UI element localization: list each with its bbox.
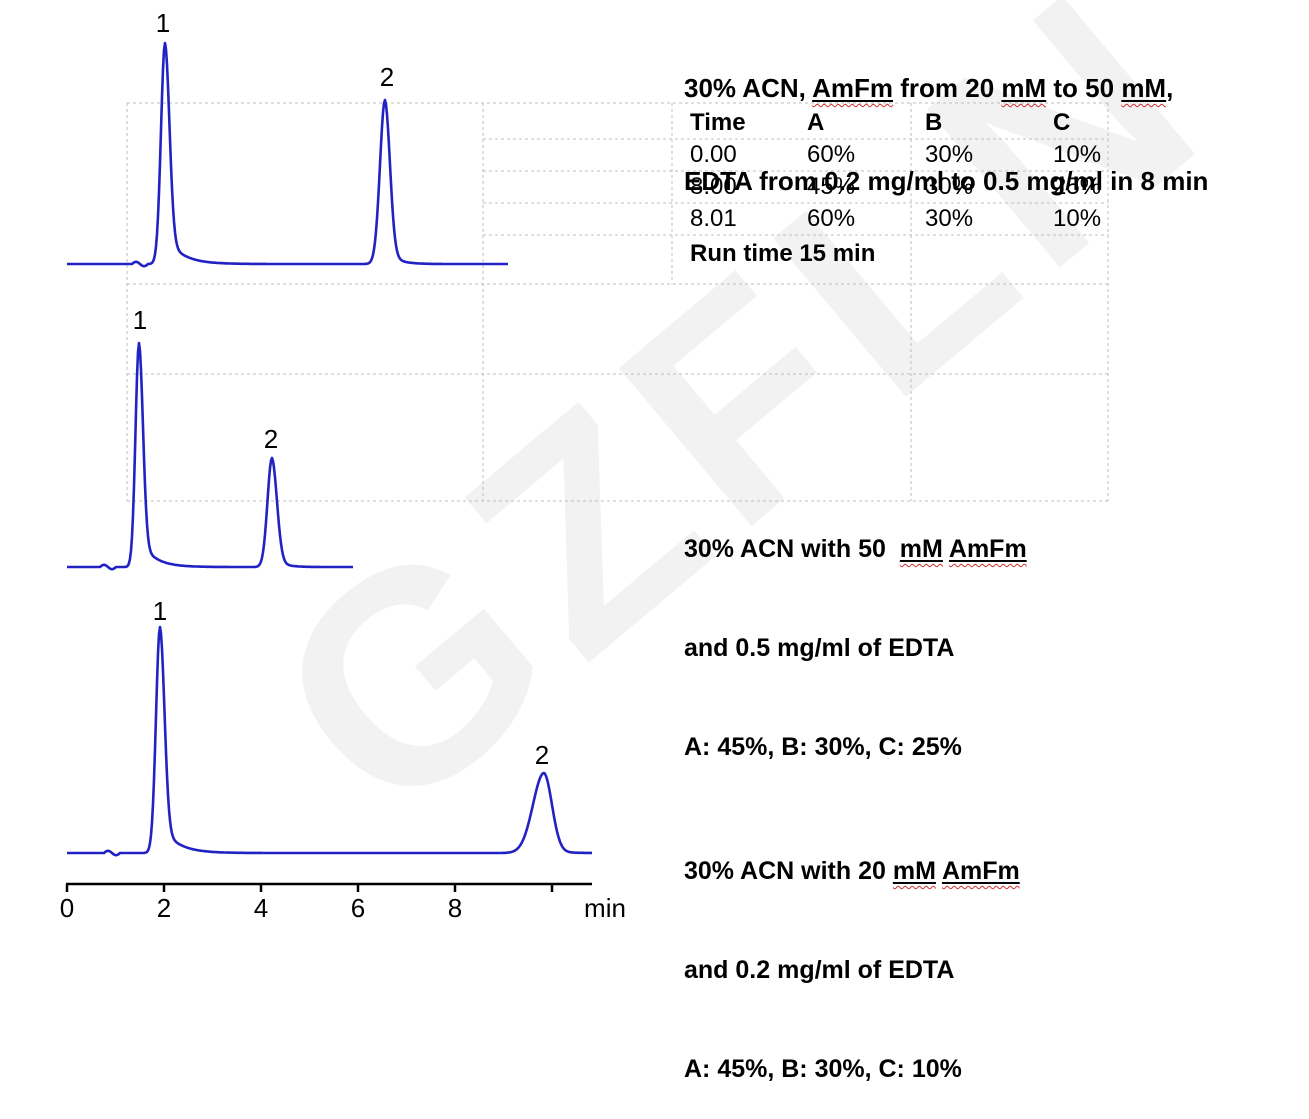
- table-cell: 25%: [1053, 173, 1102, 200]
- table-cell: 45%: [807, 173, 856, 200]
- condition-2-line2: and 0.5 mg/ml of EDTA: [684, 634, 955, 662]
- condition-2-line3: A: 45%, B: 30%, C: 25%: [684, 733, 962, 761]
- table-header-cell: A: [807, 109, 825, 136]
- table-cell: 8.01: [690, 205, 737, 232]
- gradient-table-row: 0.00 60% 30% 10%: [690, 139, 1153, 171]
- misspelled-underlined-word: mM: [899, 535, 943, 563]
- condition-3-line2: and 0.2 mg/ml of EDTA: [684, 956, 955, 984]
- x-axis-tick-label: 2: [156, 893, 172, 923]
- peak-label-1: 1: [152, 596, 168, 626]
- method-title-line2: EDTA from 0.2 mg/ml to 0.5 mg/ml in 8 mi…: [684, 166, 1209, 196]
- table-header-cell: B: [925, 109, 943, 136]
- x-axis-tick-label: 6: [350, 893, 366, 923]
- isocratic-20mM-chromatogram: [66, 625, 593, 857]
- table-cell: 0.00: [690, 141, 737, 168]
- condition-2-text: 30% ACN with 50 mM AmFm and 0.5 mg/ml of…: [684, 467, 1027, 797]
- misspelled-underlined-word: AmFm: [948, 535, 1027, 563]
- x-axis-tick-label: 0: [59, 893, 75, 923]
- condition-3-text: 30% ACN with 20 mM AmFm and 0.2 mg/ml of…: [684, 789, 1020, 1119]
- table-cell: 10%: [1053, 141, 1102, 168]
- table-cell: 60%: [807, 141, 856, 168]
- peak-label-1: 1: [132, 305, 148, 335]
- misspelled-underlined-word: mM: [1001, 73, 1047, 103]
- x-axis-tick-label: 4: [253, 893, 269, 923]
- misspelled-underlined-word: AmFm: [812, 73, 894, 103]
- method-title: 30% ACN, AmFm from 20 mM to 50 mM, EDTA …: [684, 11, 1208, 228]
- condition-2-line1: 30% ACN with 50 mM AmFm: [684, 535, 1027, 563]
- x-axis-unit-label: min: [584, 893, 626, 923]
- table-cell: 30%: [925, 141, 974, 168]
- run-time-note: Run time 15 min: [690, 240, 876, 267]
- isocratic-50mM-chromatogram: [66, 341, 354, 571]
- condition-3-line1: 30% ACN with 20 mM AmFm: [684, 857, 1020, 885]
- misspelled-underlined-word: mM: [892, 857, 936, 885]
- table-cell: 60%: [807, 205, 856, 232]
- misspelled-underlined-word: mM: [1121, 73, 1167, 103]
- gradient-run-chromatogram: [66, 41, 509, 268]
- gradient-table-row: 8.00 45% 30% 25%: [690, 171, 1153, 203]
- table-header-cell: C: [1053, 109, 1071, 136]
- condition-3-line3: A: 45%, B: 30%, C: 10%: [684, 1055, 962, 1083]
- gradient-table: Time A B C 0.00 60% 30% 10% 8.00 45% 30% 25% 8.01 60%…: [690, 107, 1153, 271]
- misspelled-underlined-word: AmFm: [941, 857, 1020, 885]
- table-cell: 30%: [925, 173, 974, 200]
- gradient-table-row: 8.01 60% 30% 10%: [690, 203, 1153, 235]
- table-cell: 30%: [925, 205, 974, 232]
- peak-label-2: 2: [263, 424, 279, 454]
- table-cell: 8.00: [690, 173, 737, 200]
- peak-label-1: 1: [155, 8, 171, 38]
- chromatogram-plot-svg: [65, 41, 1109, 892]
- spreadsheet-page: { "watermark": {"text": "GZFLN"}, "color…: [59, 0, 1266, 1083]
- x-axis-tick-label: 8: [447, 893, 463, 923]
- label-overlay: 1 2 1 2 1 2 0 2 4 6 8 min: [60, 8, 626, 923]
- gradient-table-header-row: Time A B C: [690, 107, 1153, 139]
- table-cell: 10%: [1053, 205, 1102, 232]
- method-title-line1: 30% ACN, AmFm from 20 mM to 50 mM,: [684, 73, 1174, 103]
- peak-label-2: 2: [379, 62, 395, 92]
- table-header-cell: Time: [690, 109, 746, 136]
- peak-label-2: 2: [534, 740, 550, 770]
